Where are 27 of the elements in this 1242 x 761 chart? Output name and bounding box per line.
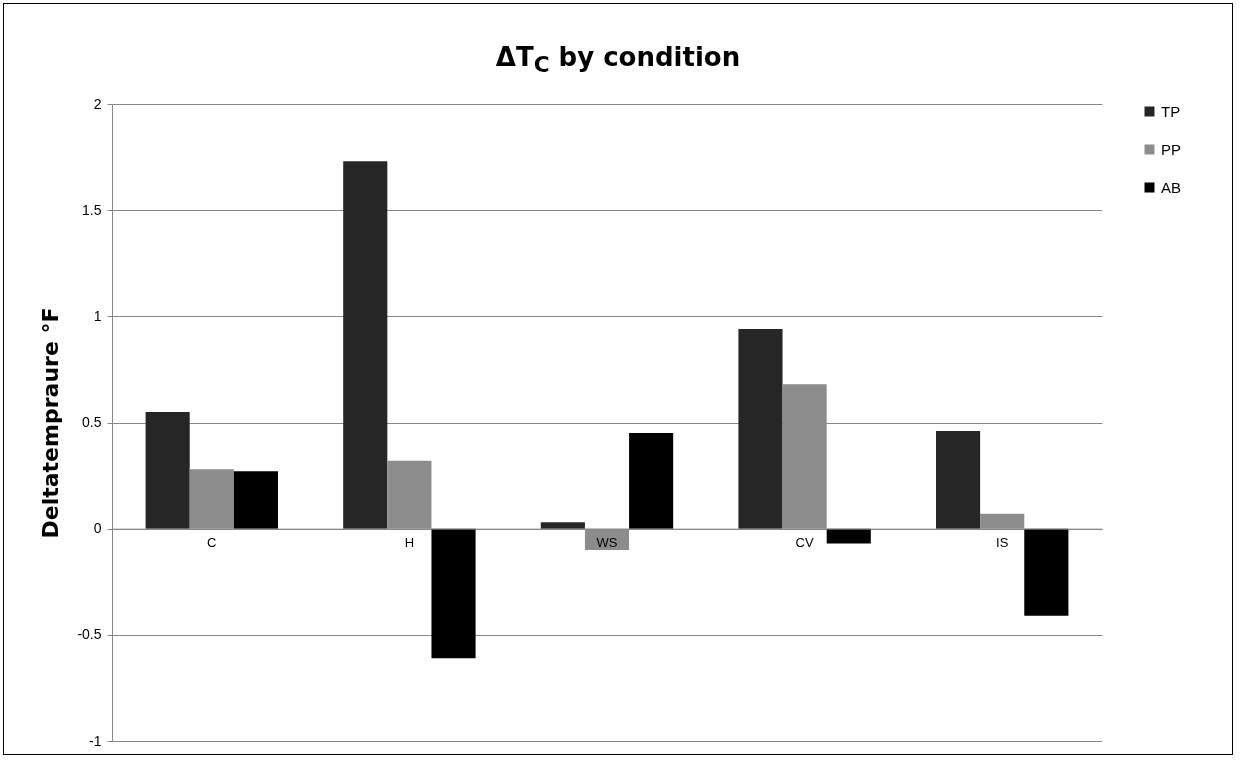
- legend-label: AB: [1161, 178, 1182, 196]
- bar: [826, 528, 871, 544]
- y-tick-label: 0.5: [82, 414, 102, 430]
- y-tick-label: 2: [93, 95, 102, 112]
- x-tick-label: H: [404, 535, 415, 551]
- bar: [343, 161, 388, 529]
- bar: [738, 329, 783, 529]
- y-tick-label: 1.5: [82, 201, 102, 218]
- bar: [1024, 528, 1069, 616]
- bar: [233, 471, 278, 529]
- y-tick-label: -0.5: [77, 626, 102, 643]
- x-tick-label: WS: [596, 535, 618, 551]
- bar: [431, 528, 476, 659]
- legend-label: TP: [1161, 102, 1181, 120]
- x-tick-label: IS: [996, 535, 1009, 551]
- legend-label: PP: [1161, 140, 1182, 158]
- y-tick-label: 0: [93, 520, 102, 537]
- y-axis-title: Deltatempraure °F: [38, 307, 64, 539]
- x-tick-label: C: [207, 535, 217, 551]
- bar: [540, 522, 585, 529]
- bar: [145, 411, 190, 529]
- bar: [936, 430, 981, 529]
- x-tick-label: CV: [795, 535, 814, 551]
- y-tick-label: 1: [93, 307, 102, 324]
- chart-title: ΔT$_{C}$ by condition: [494, 41, 742, 80]
- bar: [629, 433, 674, 529]
- y-tick-label: -1: [89, 732, 102, 749]
